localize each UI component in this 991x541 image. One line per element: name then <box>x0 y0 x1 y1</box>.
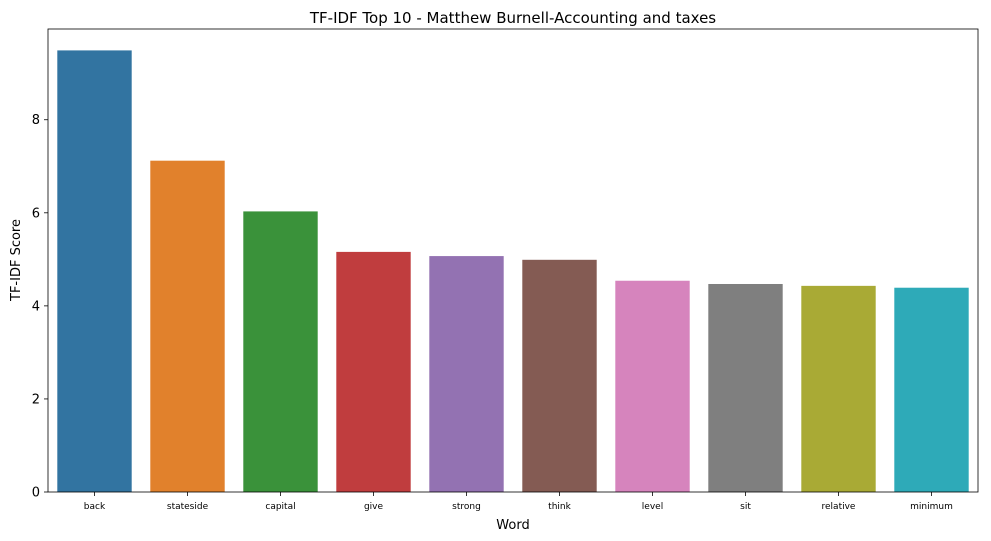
y-tick-label: 4 <box>32 299 40 314</box>
bar-think <box>522 259 597 492</box>
bar-sit <box>708 283 783 492</box>
y-axis-label: TF-IDF Score <box>9 219 24 302</box>
y-tick-label: 8 <box>32 113 40 128</box>
x-tick-label: think <box>548 502 571 512</box>
x-tick-label: relative <box>822 502 856 512</box>
bars-group <box>57 50 969 493</box>
x-tick-label: capital <box>265 502 295 512</box>
y-tick-label: 2 <box>32 392 40 407</box>
x-tick-label: give <box>364 502 384 512</box>
bar-stateside <box>150 160 225 492</box>
y-tick-label: 0 <box>32 486 40 501</box>
plot-frame <box>47 28 979 493</box>
bar-give <box>336 251 411 492</box>
bar-capital <box>243 211 318 493</box>
y-axis: 0 2 4 6 8 <box>32 113 48 501</box>
bar-level <box>615 280 690 492</box>
bar-minimum <box>894 287 969 492</box>
chart-title: TF-IDF Top 10 - Matthew Burnell-Accounti… <box>309 9 716 27</box>
bar-back <box>57 50 132 492</box>
x-axis-label: Word <box>496 518 529 533</box>
x-tick-label: level <box>642 502 663 512</box>
y-tick-label: 6 <box>32 206 40 221</box>
bar-relative <box>801 285 876 492</box>
x-tick-label: stateside <box>167 502 209 512</box>
x-tick-label: strong <box>452 502 481 512</box>
x-tick-label: sit <box>740 502 751 512</box>
x-axis: back stateside capital give strong think level… <box>84 492 953 512</box>
x-tick-label: minimum <box>910 502 953 512</box>
x-tick-label: back <box>84 502 106 512</box>
bar-strong <box>429 256 504 492</box>
